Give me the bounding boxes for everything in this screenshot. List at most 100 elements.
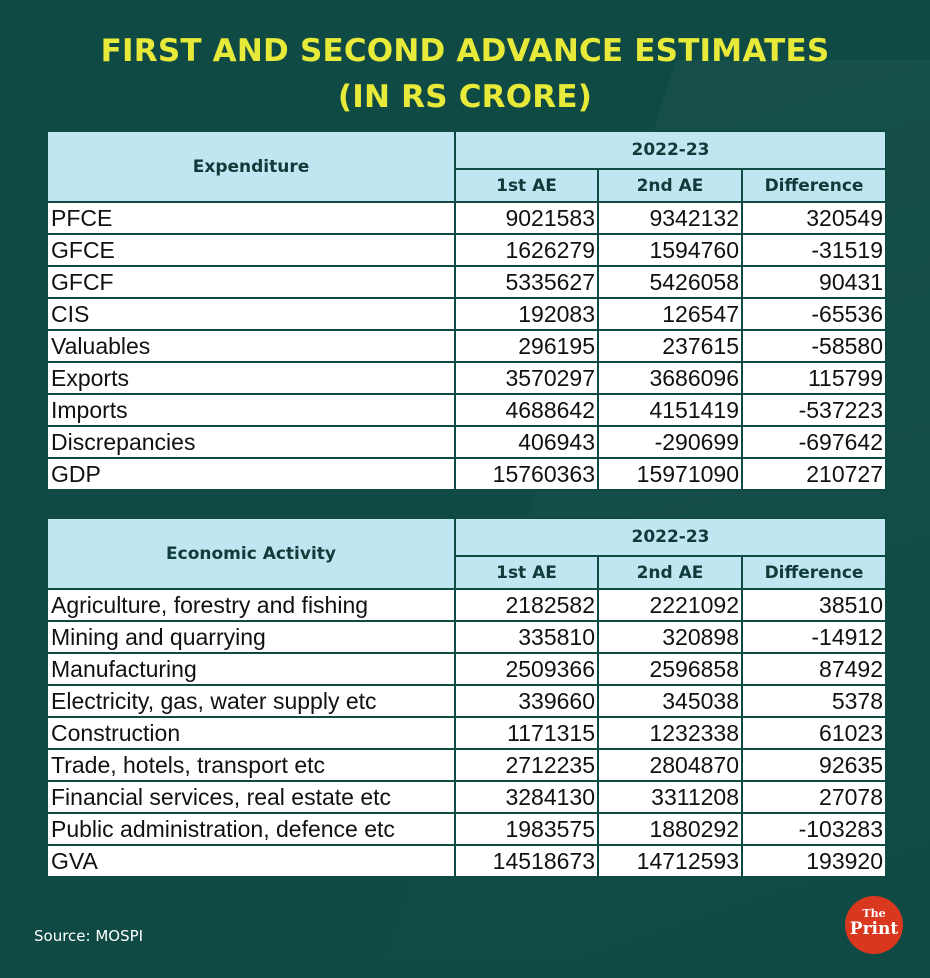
value-cell: 296195 <box>454 329 599 363</box>
row-label: CIS <box>46 297 456 331</box>
value-cell: 1880292 <box>597 812 743 846</box>
row-label: GDP <box>46 457 456 491</box>
table-row: Mining and quarrying 335810 320898 -14912 <box>46 620 888 654</box>
row-label: Manufacturing <box>46 652 456 686</box>
table-row: Valuables 296195 237615 -58580 <box>46 329 888 363</box>
value-cell: 3570297 <box>454 361 599 395</box>
value-cell: 38510 <box>740 588 888 622</box>
row-label: Trade, hotels, transport etc <box>46 748 456 782</box>
row-label: GFCE <box>46 233 456 267</box>
value-cell: 320898 <box>597 620 743 654</box>
value-cell: 3284130 <box>454 780 599 814</box>
title-line-2: (IN RS CRORE) <box>337 79 593 115</box>
value-cell: -65536 <box>740 297 888 331</box>
value-cell: 2509366 <box>454 652 599 686</box>
row-label: Electricity, gas, water supply etc <box>46 684 456 718</box>
value-cell: 193920 <box>740 844 888 878</box>
table-row: Construction 1171315 1232338 61023 <box>46 716 888 750</box>
value-cell: -31519 <box>740 233 888 267</box>
value-cell: -290699 <box>597 425 743 459</box>
row-label: Imports <box>46 393 456 427</box>
value-cell: 2596858 <box>597 652 743 686</box>
table-body: Agriculture, forestry and fishing 2182582… <box>46 588 888 878</box>
column-header: 1st AE <box>454 555 599 590</box>
table-row: Manufacturing 2509366 2596858 87492 <box>46 652 888 686</box>
period-header: 2022-23 <box>453 130 888 170</box>
table-row: GVA 14518673 14712593 193920 <box>46 844 888 878</box>
logo-text-print: Print <box>849 919 899 939</box>
table-row: Electricity, gas, water supply etc 339660… <box>46 684 888 718</box>
expenditure-table: Expenditure 2022-23 1st AE 2nd AE Differ… <box>46 130 888 491</box>
value-cell: 27078 <box>740 780 888 814</box>
table-row: GDP 15760363 15971090 210727 <box>46 457 888 491</box>
value-cell: 115799 <box>740 361 888 395</box>
value-cell: 335810 <box>454 620 599 654</box>
row-label: PFCE <box>46 201 456 235</box>
table-row: Financial services, real estate etc 32841… <box>46 780 888 814</box>
row-label: Valuables <box>46 329 456 363</box>
value-cell: 9021583 <box>454 201 599 235</box>
title-line-1: FIRST AND SECOND ADVANCE ESTIMATES <box>100 33 830 69</box>
row-label: Discrepancies <box>46 425 456 459</box>
table-row: Discrepancies 406943 -290699 -697642 <box>46 425 888 459</box>
value-cell: 210727 <box>740 457 888 491</box>
column-header: 2nd AE <box>597 555 743 590</box>
row-label: Mining and quarrying <box>46 620 456 654</box>
table-row: GFCF 5335627 5426058 90431 <box>46 265 888 299</box>
value-cell: 87492 <box>740 652 888 686</box>
value-cell: 320549 <box>740 201 888 235</box>
value-cell: 406943 <box>454 425 599 459</box>
row-label: GVA <box>46 844 456 878</box>
value-cell: 5335627 <box>454 265 599 299</box>
row-label: Agriculture, forestry and fishing <box>46 588 456 622</box>
table-title: Economic Activity <box>46 517 456 590</box>
chart-title: FIRST AND SECOND ADVANCE ESTIMATES (IN R… <box>0 28 930 120</box>
table-row: CIS 192083 126547 -65536 <box>46 297 888 331</box>
value-cell: -697642 <box>740 425 888 459</box>
value-cell: 5378 <box>740 684 888 718</box>
row-label: Public administration, defence etc <box>46 812 456 846</box>
value-cell: 3311208 <box>597 780 743 814</box>
value-cell: 2804870 <box>597 748 743 782</box>
table-row: Public administration, defence etc 198357… <box>46 812 888 846</box>
value-cell: 90431 <box>740 265 888 299</box>
table-row: GFCE 1626279 1594760 -31519 <box>46 233 888 267</box>
value-cell: 1171315 <box>454 716 599 750</box>
value-cell: 14518673 <box>454 844 599 878</box>
value-cell: 3686096 <box>597 361 743 395</box>
value-cell: -103283 <box>740 812 888 846</box>
value-cell: 1594760 <box>597 233 743 267</box>
value-cell: 9342132 <box>597 201 743 235</box>
table-row: Exports 3570297 3686096 115799 <box>46 361 888 395</box>
row-label: Financial services, real estate etc <box>46 780 456 814</box>
value-cell: 15760363 <box>454 457 599 491</box>
table-title: Expenditure <box>46 130 456 203</box>
value-cell: 92635 <box>740 748 888 782</box>
table-row: Imports 4688642 4151419 -537223 <box>46 393 888 427</box>
value-cell: 237615 <box>597 329 743 363</box>
value-cell: -14912 <box>740 620 888 654</box>
table-row: PFCE 9021583 9342132 320549 <box>46 201 888 235</box>
row-label: Construction <box>46 716 456 750</box>
column-header: 1st AE <box>454 168 599 203</box>
row-label: Exports <box>46 361 456 395</box>
logo-text-the: The <box>862 907 886 920</box>
value-cell: 5426058 <box>597 265 743 299</box>
column-header: Difference <box>740 168 888 203</box>
value-cell: 2182582 <box>454 588 599 622</box>
value-cell: 15971090 <box>597 457 743 491</box>
value-cell: -537223 <box>740 393 888 427</box>
value-cell: 14712593 <box>597 844 743 878</box>
value-cell: 2221092 <box>597 588 743 622</box>
value-cell: 1232338 <box>597 716 743 750</box>
value-cell: 4151419 <box>597 393 743 427</box>
table-body: PFCE 9021583 9342132 320549 GFCE 1626279 15947… <box>46 201 888 491</box>
value-cell: 339660 <box>454 684 599 718</box>
economic-activity-table: Economic Activity 2022-23 1st AE 2nd AE … <box>46 517 888 878</box>
period-header: 2022-23 <box>453 517 888 557</box>
row-label: GFCF <box>46 265 456 299</box>
table-row: Trade, hotels, transport etc 2712235 28048… <box>46 748 888 782</box>
source-note: Source: MOSPI <box>34 927 144 945</box>
theprint-logo: The Print <box>845 896 903 954</box>
value-cell: -58580 <box>740 329 888 363</box>
